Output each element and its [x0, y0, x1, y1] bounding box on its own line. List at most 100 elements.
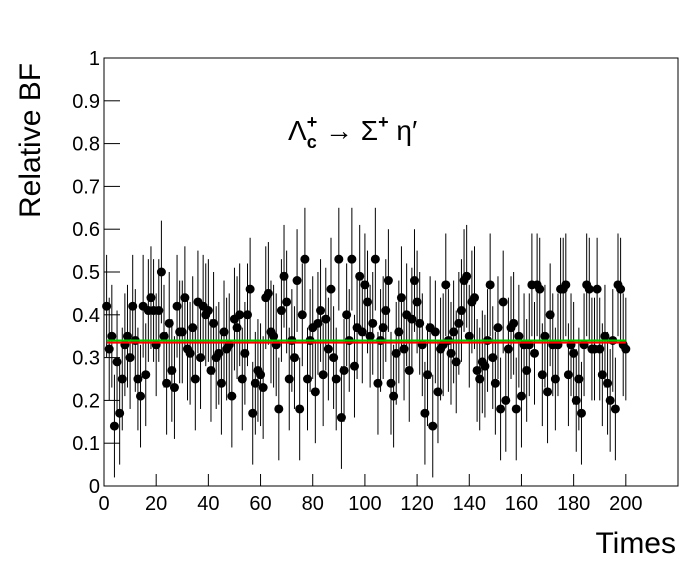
data-point — [409, 276, 419, 286]
data-point — [597, 370, 607, 380]
y-tick-label: 0.5 — [72, 262, 100, 284]
data-point — [334, 254, 344, 264]
data-point — [441, 280, 451, 290]
data-point — [428, 421, 438, 431]
data-point — [203, 306, 213, 316]
data-point — [216, 378, 226, 388]
data-point — [227, 391, 237, 401]
data-point — [446, 348, 456, 358]
data-point — [167, 365, 177, 375]
annotation-part: + — [378, 112, 389, 132]
data-point — [535, 284, 545, 294]
data-point — [423, 370, 433, 380]
data-point — [469, 293, 479, 303]
data-point — [185, 348, 195, 358]
data-point — [522, 365, 532, 375]
data-point — [164, 318, 174, 328]
data-point — [509, 318, 519, 328]
data-point — [600, 331, 610, 341]
data-point — [248, 408, 258, 418]
data-point — [404, 365, 414, 375]
data-point — [256, 370, 266, 380]
data-point — [120, 340, 130, 350]
data-point — [355, 271, 365, 281]
data-point — [279, 271, 289, 281]
data-point — [370, 254, 380, 264]
data-point — [540, 331, 550, 341]
data-point — [389, 391, 399, 401]
annotation: Λc+ → Σ+ η′ — [288, 112, 417, 152]
data-point — [276, 306, 286, 316]
data-point — [292, 276, 302, 286]
data-point — [574, 374, 584, 384]
y-tick-label: 0.4 — [72, 305, 100, 327]
data-point — [543, 387, 553, 397]
data-point — [545, 310, 555, 320]
data-point — [449, 327, 459, 337]
annotation-part: Λ — [288, 115, 307, 146]
y-tick-label: 1 — [89, 48, 100, 70]
data-point — [258, 383, 268, 393]
data-point — [360, 280, 370, 290]
data-point — [524, 340, 534, 350]
data-point — [430, 327, 440, 337]
data-point — [621, 344, 631, 354]
data-point — [336, 413, 346, 423]
data-point — [235, 310, 245, 320]
x-tick-label: 160 — [505, 493, 538, 515]
data-point — [323, 344, 333, 354]
data-point — [501, 395, 511, 405]
data-point — [415, 318, 425, 328]
data-point — [169, 383, 179, 393]
data-point — [537, 370, 547, 380]
data-point — [378, 323, 388, 333]
data-point — [566, 340, 576, 350]
x-tick-label: 80 — [302, 493, 324, 515]
data-point — [576, 408, 586, 418]
data-point — [579, 340, 589, 350]
data-point — [511, 404, 521, 414]
data-point — [284, 374, 294, 384]
x-tick-label: 100 — [348, 493, 381, 515]
annotation-part: + — [307, 112, 318, 132]
y-tick-label: 0.2 — [72, 390, 100, 412]
data-point — [282, 297, 292, 307]
data-point — [104, 344, 114, 354]
y-tick-label: 0.3 — [72, 348, 100, 370]
data-point — [503, 344, 513, 354]
data-point — [245, 284, 255, 294]
data-point — [243, 310, 252, 320]
data-point — [368, 318, 378, 328]
data-point — [488, 353, 498, 363]
data-point — [365, 331, 375, 341]
data-point — [214, 348, 224, 358]
data-point — [561, 280, 571, 290]
data-point — [454, 318, 464, 328]
data-point — [310, 387, 320, 397]
data-point — [399, 344, 409, 354]
data-point — [475, 374, 485, 384]
data-point — [462, 271, 472, 281]
data-point — [530, 348, 539, 358]
annotation-part: → Σ — [317, 115, 378, 146]
data-point — [407, 314, 417, 324]
data-point — [172, 301, 182, 311]
x-axis-label: Times — [595, 527, 676, 560]
data-point — [232, 323, 242, 333]
data-point — [339, 365, 349, 375]
data-point — [342, 310, 352, 320]
y-tick-label: 0.7 — [72, 176, 100, 198]
data-point — [250, 378, 260, 388]
data-point — [318, 370, 328, 380]
data-point — [295, 404, 305, 414]
y-tick-label: 0.1 — [72, 433, 100, 455]
data-point — [303, 374, 313, 384]
data-point — [297, 310, 307, 320]
data-point — [102, 301, 112, 311]
data-point — [451, 357, 461, 367]
data-point — [154, 306, 164, 316]
x-tick-label: 200 — [609, 493, 642, 515]
y-tick-label: 0 — [89, 476, 100, 498]
x-tick-label: 40 — [197, 493, 219, 515]
data-point — [383, 276, 393, 286]
